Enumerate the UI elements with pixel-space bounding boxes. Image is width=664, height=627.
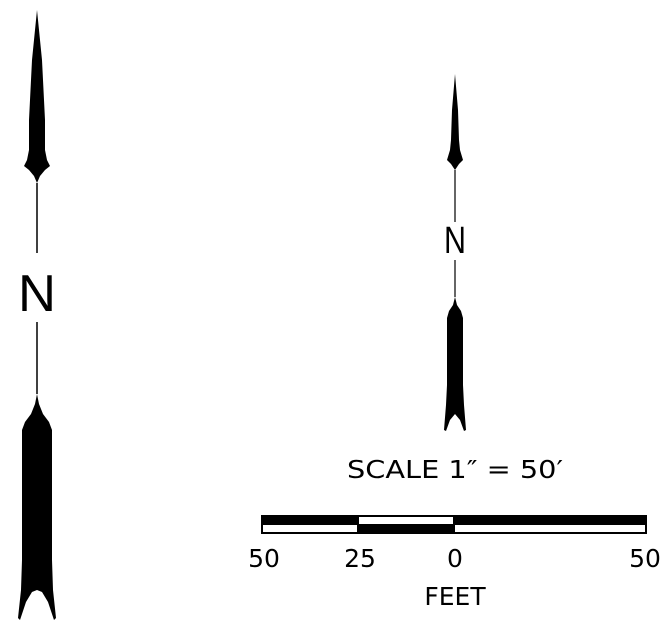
north-arrow-large-tail — [18, 394, 56, 620]
scale-tick-label-0: 0 — [447, 544, 463, 573]
scale-ratio-text: SCALE 1″ = 50′ — [347, 455, 563, 484]
north-arrow-large-upper-spear — [24, 10, 50, 183]
north-arrow-small-upper-spear — [447, 74, 463, 170]
north-arrow-large: N — [18, 10, 56, 620]
scale-tick-label-left-50: 50 — [248, 544, 280, 573]
scale-bar-segment-50-25 — [262, 516, 358, 525]
north-arrow-small: N — [444, 74, 466, 431]
north-arrow-small-n-label: N — [444, 220, 466, 262]
scale-bar-segment-0-50 — [454, 516, 646, 525]
scale-bar — [261, 515, 647, 534]
north-arrow-large-n-label: N — [18, 265, 56, 323]
scale-units-label: FEET — [424, 582, 486, 611]
north-arrow-small-tail — [444, 297, 466, 431]
scale-bar-segment-25-0 — [358, 524, 454, 533]
scale-tick-label-right-50: 50 — [629, 544, 661, 573]
scale-tick-label-25: 25 — [344, 544, 376, 573]
